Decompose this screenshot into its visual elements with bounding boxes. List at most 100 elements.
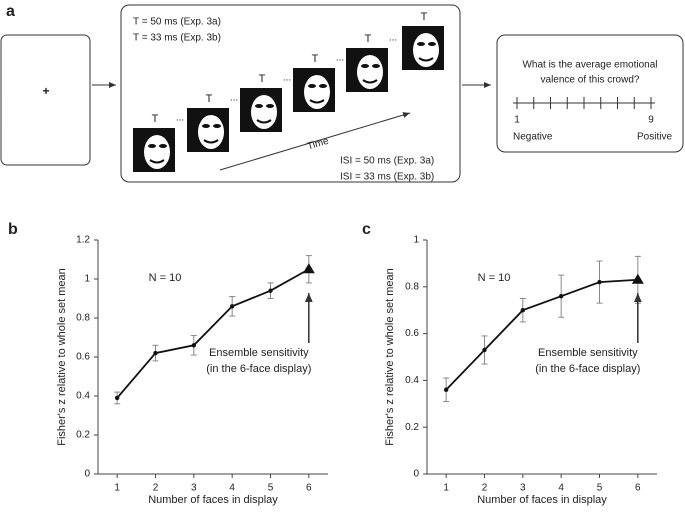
callout: Ensemble sensitivity [538,347,638,359]
y-axis-label: Fisher's z relative to whole set mean [384,268,396,446]
face-eye [417,42,425,46]
x-axis-label: Number of faces in display [148,494,278,506]
annotation: N = 10 [149,272,182,284]
y-tick-label: 1 [413,235,419,246]
face-label: T [152,113,159,125]
callout: (in the 6-face display) [206,363,311,375]
scale-min-label: Negative [513,132,553,143]
face-label: T [312,53,319,65]
x-tick-label: 5 [268,483,274,494]
face-mouth [418,57,434,62]
x-axis-label: Number of faces in display [477,494,607,506]
scale-max-label: Positive [637,132,672,143]
ellipsis: ... [176,113,184,124]
data-line [116,268,310,399]
face-highlight [357,55,383,89]
face-mouth [256,119,272,124]
x-tick-label: 4 [229,483,235,494]
panel-label: a [6,3,15,20]
ellipsis: ... [230,93,238,104]
question: valence of this crowd? [541,75,640,86]
panel-label: c [362,221,371,238]
face-eye [428,42,436,46]
x-tick-label: 2 [153,483,159,494]
x-tick-label: 1 [114,483,120,494]
face-eye [308,84,316,88]
marker [482,347,487,353]
x-tick-label: 4 [558,483,564,494]
isi: ISI = 33 ms (Exp. 3b) [340,172,434,183]
y-tick-label: 0.6 [76,352,90,363]
y-tick-label: 0.2 [405,422,419,433]
y-tick-label: 0.4 [76,391,90,402]
face-mouth [309,99,325,104]
marker [302,263,315,274]
scale-max: 9 [648,115,654,126]
x-tick-label: 6 [306,483,312,494]
x-tick-label: 6 [635,483,641,494]
y-tick-label: 1.2 [76,235,90,246]
ellipsis: ... [283,73,291,84]
marker [114,395,120,401]
y-tick-label: 0.4 [405,375,419,386]
marker [558,293,564,299]
fixation: + [42,84,49,98]
face-eye [148,144,156,148]
y-axis-label: Fisher's z relative to whole set mean [56,268,68,446]
scale-min: 1 [514,115,520,126]
time-label: Time [306,136,331,153]
face-eye [361,64,369,68]
marker [229,304,235,309]
face-mouth [203,139,219,144]
response-box [496,34,684,153]
face-label: T [259,73,266,85]
callout: (in the 6-face display) [535,363,640,375]
face-highlight [144,135,170,169]
face-mouth [149,159,165,164]
marker [153,350,158,356]
y-tick-label: 1 [84,274,90,285]
marker [268,288,273,293]
face-label: T [206,93,213,105]
callout: Ensemble sensitivity [209,347,309,359]
y-tick-label: 0.8 [76,313,90,324]
time-arrow [219,112,411,171]
marker [443,387,449,392]
face-eye [319,84,327,88]
face-label: T [365,33,372,45]
y-tick-label: 0.8 [405,281,419,292]
face-eye [266,104,274,108]
face-highlight [304,75,330,109]
face-eye [213,124,221,128]
face-highlight [251,95,277,129]
x-tick-label: 3 [191,483,197,494]
face-highlight [413,33,439,67]
face-eye [255,104,263,108]
marker [191,343,197,348]
face-highlight [198,115,224,149]
face-eye [159,144,167,148]
ellipsis: ... [389,33,397,44]
timing: T = 50 ms (Exp. 3a) [133,17,221,28]
stream-box [120,4,461,183]
marker [520,308,526,313]
y-tick-label: 0 [84,469,90,480]
timing: T = 33 ms (Exp. 3b) [133,33,221,44]
isi: ISI = 50 ms (Exp. 3a) [340,156,434,167]
panel-a: a + T = 50 ms (Exp. 3a) T = 33 ms (Exp. … [0,3,684,183]
marker [597,279,602,285]
face-label: T [421,11,428,23]
x-tick-label: 2 [482,483,488,494]
x-tick-label: 1 [443,483,449,494]
face-mouth [362,79,378,84]
x-tick-label: 3 [520,483,526,494]
y-tick-label: 0.2 [76,430,90,441]
question: What is the average emotional [522,60,657,71]
face-eye [372,64,380,68]
y-tick-label: 0 [413,469,419,480]
ellipsis: ... [336,53,344,64]
panel-label: b [8,221,18,238]
y-tick-label: 0.6 [405,328,419,339]
data-line [445,278,638,391]
